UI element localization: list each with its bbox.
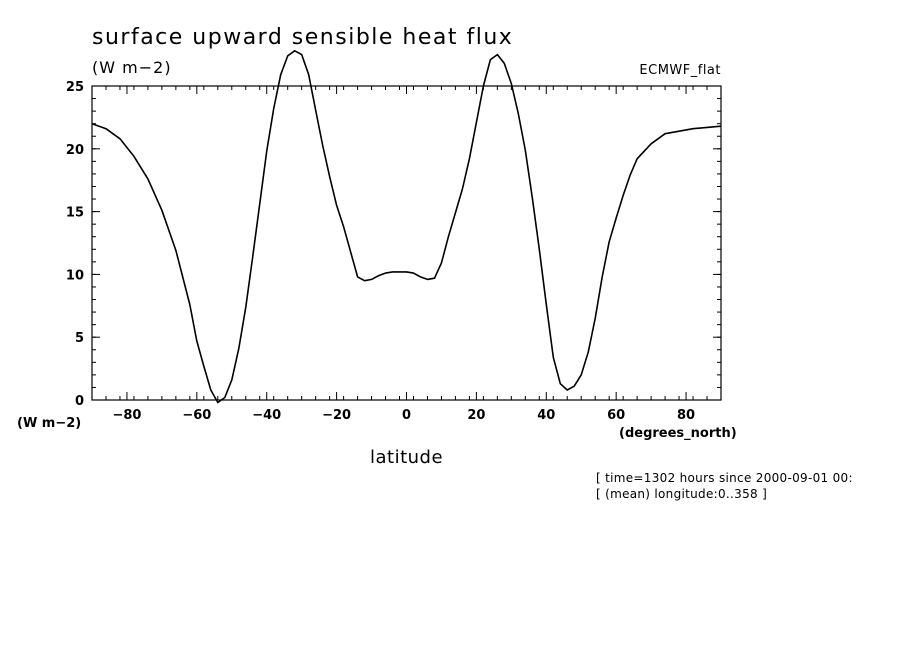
x-tick-label: −20 xyxy=(322,408,351,423)
y-tick-label: 15 xyxy=(66,206,84,221)
tick-labels: −80 −60 −40 −20 0 20 40 60 80 0 5 10 15 20 25 xyxy=(66,80,695,423)
plot-frame xyxy=(91,85,722,401)
series-line xyxy=(91,50,722,404)
time-info: [ time=1302 hours since 2000-09-01 00: xyxy=(596,471,853,485)
x-tick-label: −60 xyxy=(182,408,211,423)
axis-ticks xyxy=(91,85,722,401)
y-tick-label: 25 xyxy=(66,80,84,95)
units-label: (W m−2) xyxy=(92,58,172,77)
y-tick-label: 0 xyxy=(75,394,84,409)
longitude-info: [ (mean) longitude:0..358 ] xyxy=(596,487,768,501)
x-axis-label: latitude xyxy=(370,447,444,468)
x-tick-label: −40 xyxy=(252,408,281,423)
x-units-label: (degrees_north) xyxy=(619,426,737,441)
x-tick-label: 0 xyxy=(402,408,411,423)
x-tick-label: 80 xyxy=(677,408,695,423)
x-tick-label: 60 xyxy=(607,408,625,423)
y-tick-label: 10 xyxy=(66,268,84,283)
y-tick-label: 5 xyxy=(75,331,84,346)
chart-title: surface upward sensible heat flux xyxy=(92,25,514,50)
y-units-label: (W m−2) xyxy=(17,416,82,431)
y-tick-label: 20 xyxy=(66,143,84,158)
x-tick-label: 20 xyxy=(467,408,485,423)
x-tick-label: 40 xyxy=(537,408,555,423)
dataset-label: ECMWF_flat xyxy=(639,63,721,78)
x-tick-label: −80 xyxy=(112,408,141,423)
